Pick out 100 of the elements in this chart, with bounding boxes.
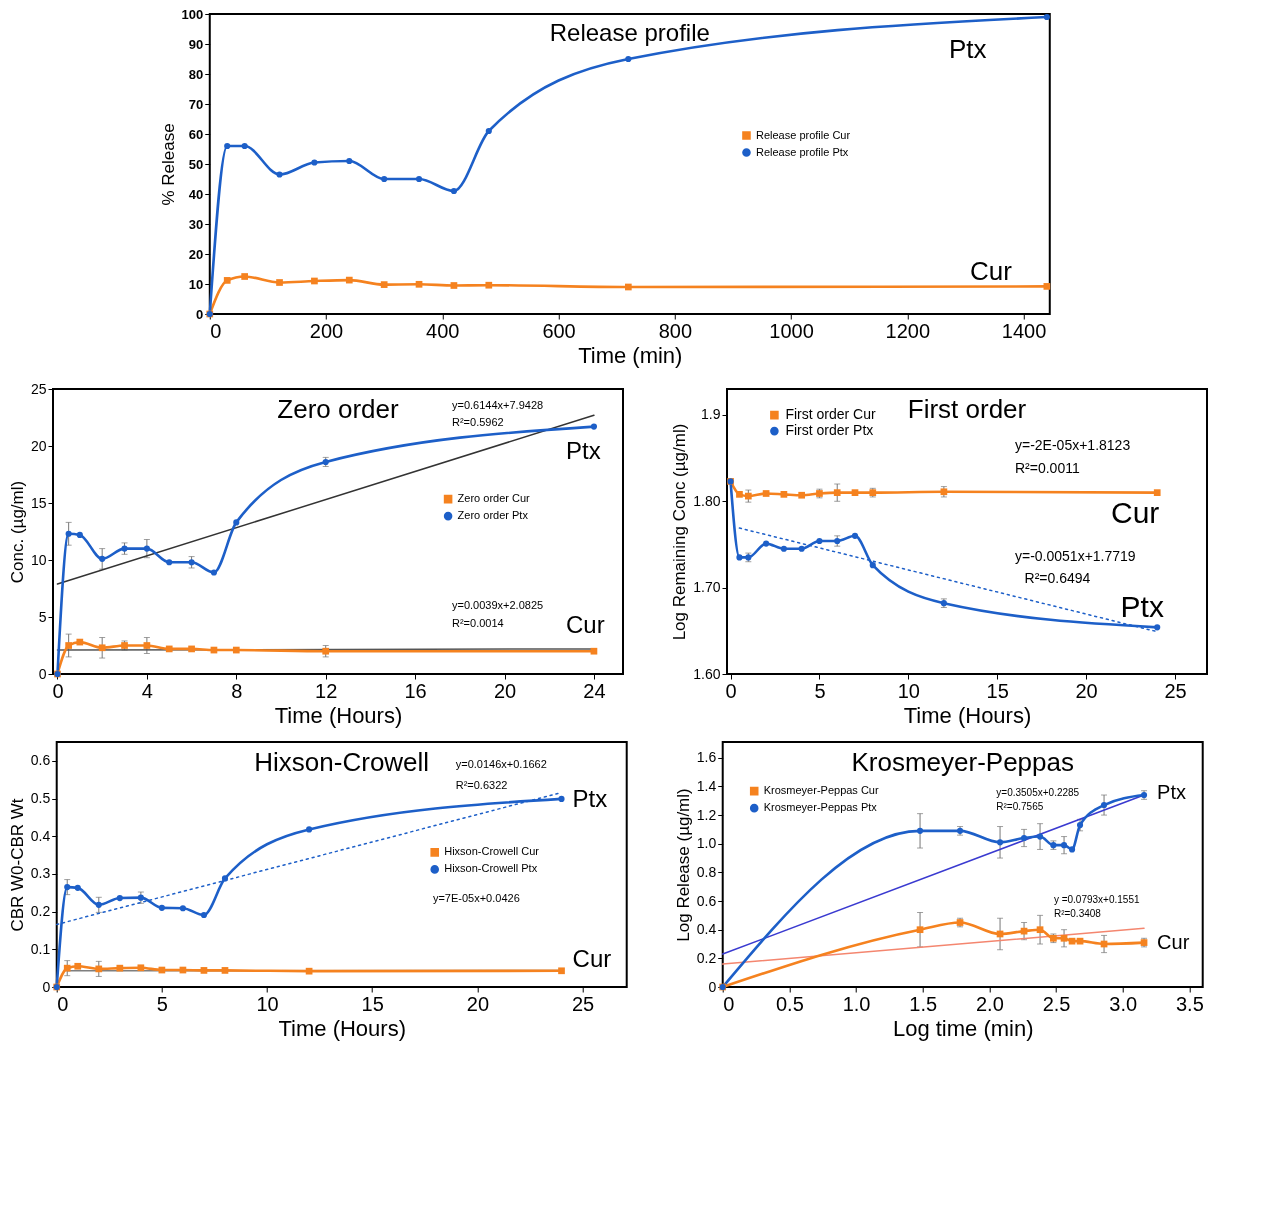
x-tick-label: 25 [571, 992, 595, 1015]
y-tick-label: 0 [708, 978, 717, 995]
annotation: y=0.0039x+2.0825 [452, 598, 544, 611]
x-tick-label: 20 [466, 992, 490, 1015]
y-tick-label: 20 [188, 246, 204, 262]
x-tick-label: 2.0 [975, 992, 1004, 1015]
y-tick-label: 1.6 [696, 749, 717, 766]
x-tick-label: 20 [1075, 679, 1098, 702]
y-tick-label: 0.8 [696, 863, 717, 880]
x-tick-label: 1.0 [842, 992, 871, 1015]
x-tick-label: 4 [141, 679, 153, 702]
y-tick-label: 5 [38, 608, 47, 625]
y-tick-label: 40 [188, 186, 204, 202]
y-tick-label: 10 [188, 276, 204, 292]
y-tick-label: 0.6 [30, 752, 51, 769]
annotation: y=0.3505x+0.2285 [996, 787, 1080, 799]
x-tick-label: 20 [493, 679, 517, 702]
x-tick-label: 16 [404, 679, 427, 702]
x-tick-label: 0 [57, 992, 69, 1015]
x-tick-label: 10 [897, 679, 920, 702]
y-axis-title: Log Remaining Conc (µg/ml) [670, 423, 690, 641]
legend-label: First order Ptx [785, 422, 874, 439]
y-tick-label: 0 [38, 665, 47, 682]
chart-title: First order [907, 394, 1027, 424]
x-tick-label: 1400 [1001, 319, 1047, 342]
x-tick-label: 5 [156, 992, 168, 1015]
x-axis-title: Time (Hours) [274, 702, 403, 728]
x-tick-label: 10 [256, 992, 279, 1015]
legend-label: Krosmeyer-Peppas Ptx [763, 801, 878, 814]
y-tick-label: 0.4 [696, 921, 717, 938]
annotation: R²=0.0014 [452, 617, 504, 630]
x-tick-label: 15 [986, 679, 1009, 702]
annotation: Cur [566, 610, 605, 638]
x-tick-label: 8 [231, 679, 243, 702]
y-tick-label: 0.6 [696, 892, 717, 909]
y-axis-title: Log Release (µg/ml) [673, 788, 693, 942]
legend-label: Krosmeyer-Peppas Cur [763, 784, 879, 797]
x-tick-label: 24 [583, 679, 606, 702]
annotation: Cur [572, 945, 612, 973]
legend-label: Zero order Cur [457, 492, 531, 505]
legend-label: Release profile Ptx [755, 145, 849, 158]
y-tick-label: 60 [188, 126, 204, 142]
y-tick-label: 0.2 [696, 949, 717, 966]
y-tick-label: 1.4 [696, 777, 717, 794]
annotation: R²=0.5962 [452, 416, 504, 429]
y-axis-title: CBR W0-CBR Wt [7, 798, 27, 932]
y-tick-label: 15 [30, 494, 47, 511]
y-tick-label: 10 [30, 551, 47, 568]
annotation: R²=0.6322 [455, 779, 508, 792]
legend-label: Release profile Cur [755, 128, 851, 141]
annotation: Cur [969, 256, 1013, 286]
annotation: y=-2E-05x+1.8123 [1015, 437, 1131, 453]
x-tick-label: 5 [814, 679, 826, 702]
legend-label: Hixson-Crowell Ptx [444, 862, 538, 875]
y-tick-label: 90 [188, 36, 204, 52]
y-tick-label: 1.70 [693, 579, 721, 596]
y-tick-label: 20 [30, 437, 47, 454]
x-tick-label: 2.5 [1042, 992, 1071, 1015]
x-tick-label: 1.5 [909, 992, 938, 1015]
x-tick-label: 0 [723, 992, 735, 1015]
y-tick-label: 80 [188, 66, 204, 82]
y-tick-label: 100 [181, 6, 204, 22]
y-tick-label: 0.2 [30, 903, 51, 920]
y-tick-label: 30 [188, 216, 204, 232]
y-tick-label: 0 [42, 978, 51, 995]
annotation: Cur [1157, 930, 1190, 953]
y-tick-label: 70 [188, 96, 204, 112]
x-tick-label: 0 [725, 679, 737, 702]
x-tick-label: 12 [315, 679, 338, 702]
annotation: Ptx [566, 436, 601, 464]
x-tick-label: 200 [309, 319, 344, 342]
y-tick-label: 0 [196, 306, 204, 322]
x-tick-label: 25 [1164, 679, 1187, 702]
y-axis-title: % Release [158, 123, 178, 206]
x-tick-label: 15 [361, 992, 384, 1015]
annotation: R²=0.0011 [1015, 459, 1080, 476]
x-tick-label: 600 [542, 319, 576, 342]
x-axis-title: Log time (min) [892, 1015, 1034, 1041]
legend-label: Zero order Ptx [457, 509, 529, 522]
annotation: y=-0.0051x+1.7719 [1015, 548, 1136, 565]
x-axis-title: Time (Hours) [278, 1015, 406, 1041]
annotation: Ptx [948, 34, 987, 64]
annotation: R²=0.7565 [996, 800, 1044, 812]
annotation: Ptx [1157, 781, 1187, 804]
annotation: y=0.0146x+0.1662 [455, 758, 547, 771]
x-tick-label: 3.0 [1109, 992, 1138, 1015]
annotation: y=0.6144x+7.9428 [452, 399, 544, 412]
chart-title: Release profile [549, 19, 710, 46]
y-tick-label: 0.1 [30, 940, 51, 957]
x-tick-label: 0.5 [775, 992, 804, 1015]
legend-label: First order Cur [785, 406, 876, 423]
annotation: Ptx [572, 784, 608, 812]
y-axis-title: Conc. (µg/ml) [7, 480, 27, 584]
x-tick-label: 400 [426, 319, 460, 342]
x-tick-label: 1200 [885, 319, 931, 342]
x-axis-title: Time (Hours) [903, 702, 1032, 728]
annotation: y =0.0793x+0.1551 [1053, 894, 1140, 906]
y-tick-label: 0.3 [30, 865, 51, 882]
x-tick-label: 800 [658, 319, 693, 342]
y-tick-label: 1.2 [696, 806, 717, 823]
